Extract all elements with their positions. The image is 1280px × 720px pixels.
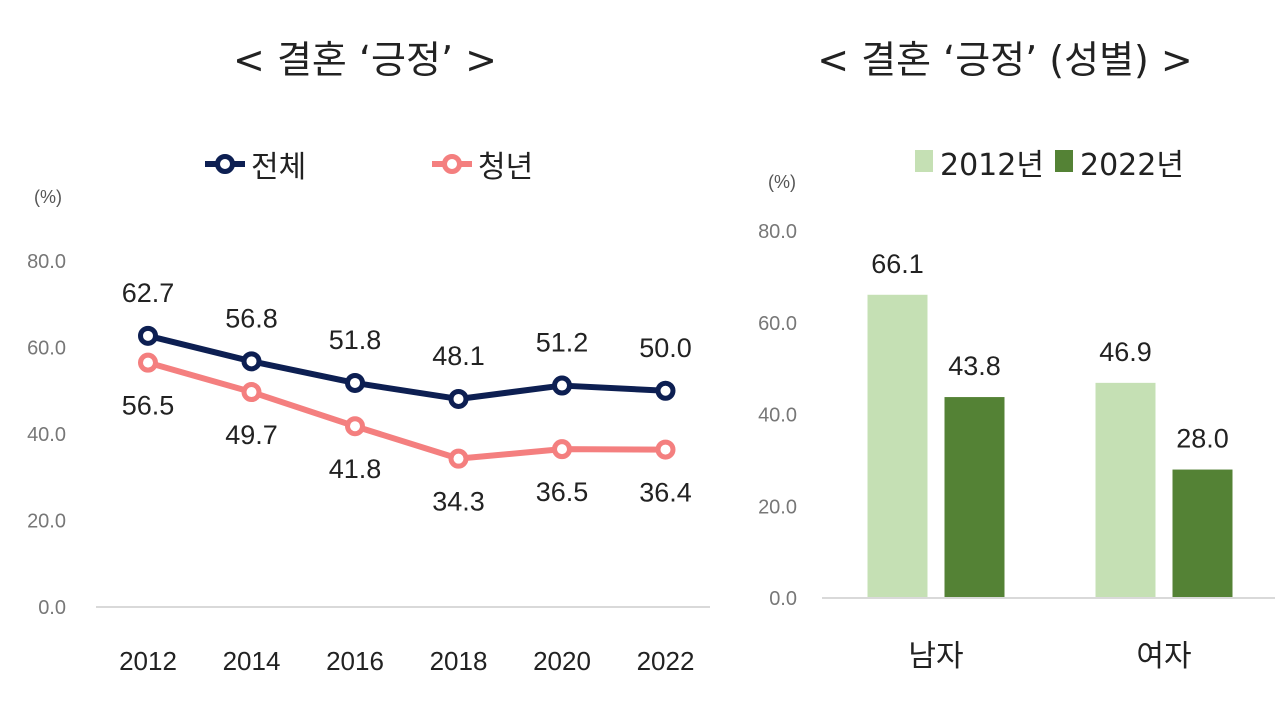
line-x-tick-label: 2014 bbox=[223, 646, 281, 676]
data-point-total bbox=[655, 380, 676, 401]
legend-youth-marker bbox=[442, 154, 462, 174]
line-y-tick-label: 60.0 bbox=[27, 338, 66, 360]
line-y-tick-label: 20.0 bbox=[27, 511, 66, 533]
line-chart-legend: 전체 청년 bbox=[205, 150, 533, 185]
data-point-total bbox=[345, 372, 365, 393]
bar-y-tick-label: 40.0 bbox=[758, 405, 797, 427]
bar-y-tick-label: 80.0 bbox=[758, 221, 797, 243]
line-y-tick-label: 40.0 bbox=[27, 424, 66, 446]
legend-2022-swatch bbox=[1055, 150, 1073, 172]
line-x-tick-label: 2012 bbox=[119, 646, 177, 676]
line-y-tick-label: 0.0 bbox=[38, 597, 66, 619]
bar-data-label-2012: 46.9 bbox=[1099, 337, 1152, 367]
data-point-youth bbox=[448, 448, 469, 469]
legend-youth-label: 청년 bbox=[478, 150, 533, 185]
bar-data-label-2022: 43.8 bbox=[948, 351, 1001, 381]
data-point-total bbox=[552, 375, 572, 396]
data-point-total bbox=[448, 388, 469, 409]
line-chart-unit: (%) bbox=[34, 187, 62, 207]
series-line-total bbox=[147, 332, 666, 402]
data-label-total: 48.1 bbox=[432, 341, 485, 371]
data-label-total: 51.2 bbox=[536, 328, 589, 358]
legend-total-marker bbox=[215, 154, 235, 174]
data-point-youth bbox=[552, 439, 572, 460]
data-label-total: 51.8 bbox=[329, 325, 382, 355]
bar-2012 bbox=[1095, 382, 1156, 598]
data-point-youth bbox=[345, 416, 365, 437]
bar-chart-title: < 결혼 ‘긍정’ (성별) > bbox=[817, 38, 1193, 82]
bar-data-label-2022: 28.0 bbox=[1176, 424, 1229, 454]
data-label-total: 50.0 bbox=[639, 333, 692, 363]
bar-y-tick-label: 60.0 bbox=[758, 313, 797, 335]
line-x-tick-label: 2022 bbox=[637, 646, 695, 676]
series-line-youth bbox=[147, 359, 666, 462]
line-chart-title: < 결혼 ‘긍정’ > bbox=[233, 38, 497, 82]
line-y-tick-label: 80.0 bbox=[27, 251, 66, 273]
data-point-youth bbox=[241, 382, 262, 403]
data-label-youth: 49.7 bbox=[225, 420, 278, 450]
legend-2012-swatch bbox=[915, 150, 933, 172]
data-label-youth: 41.8 bbox=[329, 454, 382, 484]
legend-2012-label: 2012년 bbox=[940, 148, 1044, 183]
line-x-tick-label: 2020 bbox=[533, 646, 591, 676]
data-label-youth: 34.3 bbox=[432, 487, 485, 517]
bar-data-label-2012: 66.1 bbox=[871, 249, 924, 279]
line-chart: 0.0 20.0 40.0 60.0 80.0 2012 2014 2016 2018 2020 2… bbox=[27, 251, 710, 676]
bar-2012 bbox=[867, 294, 928, 598]
bar-y-tick-label: 20.0 bbox=[758, 496, 797, 518]
bar-chart-unit: (%) bbox=[768, 172, 796, 192]
data-label-youth: 36.5 bbox=[536, 477, 589, 507]
data-label-total: 56.8 bbox=[225, 303, 278, 333]
data-label-youth: 36.4 bbox=[639, 478, 692, 508]
bar-x-tick-label: 남자 bbox=[908, 639, 963, 674]
data-label-youth: 56.5 bbox=[122, 391, 175, 421]
line-x-tick-label: 2016 bbox=[326, 646, 384, 676]
bar-2022 bbox=[944, 397, 1005, 598]
legend-total-label: 전체 bbox=[251, 150, 306, 185]
data-point-youth bbox=[655, 439, 676, 460]
legend-2022-label: 2022년 bbox=[1080, 148, 1184, 183]
bar-chart: 0.0 20.0 40.0 60.0 80.0 66.1 43.8 남자 46.9 28.0 여자 bbox=[758, 221, 1275, 674]
data-point-total bbox=[241, 351, 262, 372]
bar-x-tick-label: 여자 bbox=[1136, 639, 1191, 674]
bar-2022 bbox=[1172, 469, 1233, 598]
line-x-tick-label: 2018 bbox=[430, 646, 488, 676]
data-point-youth bbox=[138, 352, 158, 373]
bar-y-tick-label: 0.0 bbox=[769, 588, 797, 610]
data-label-total: 62.7 bbox=[122, 278, 175, 308]
data-point-total bbox=[138, 325, 158, 346]
bar-chart-legend: 2012년 2022년 bbox=[915, 148, 1184, 183]
